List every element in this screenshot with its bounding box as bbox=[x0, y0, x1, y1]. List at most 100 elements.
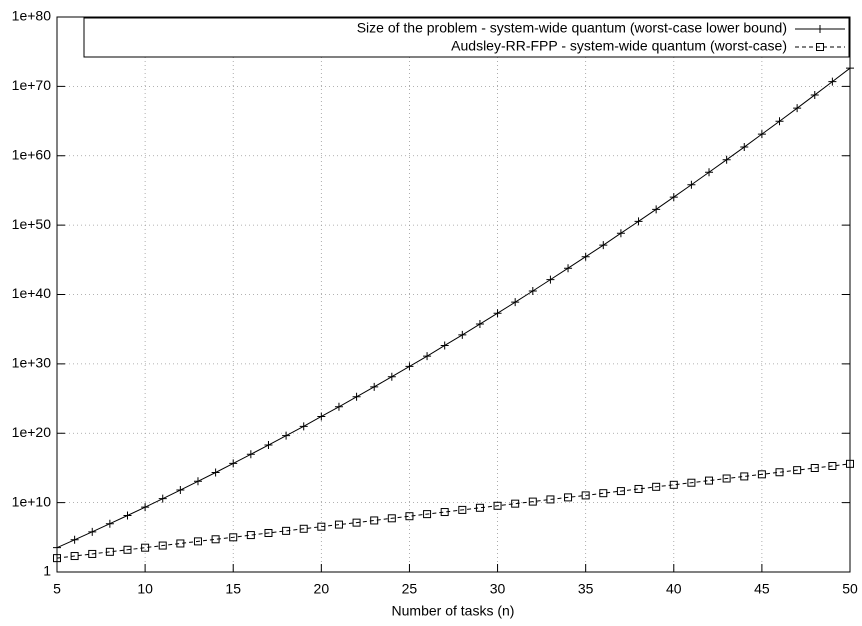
data-point bbox=[528, 286, 537, 295]
data-point bbox=[687, 478, 696, 487]
data-point bbox=[440, 508, 449, 517]
data-point bbox=[246, 450, 255, 459]
data-point bbox=[652, 205, 661, 214]
data-point bbox=[458, 330, 467, 339]
legend-marker bbox=[816, 25, 824, 33]
data-point bbox=[828, 77, 837, 86]
data-point bbox=[423, 510, 432, 519]
data-point bbox=[440, 341, 449, 350]
data-point bbox=[705, 168, 714, 177]
data-point bbox=[282, 431, 291, 440]
data-point bbox=[70, 552, 79, 561]
data-point bbox=[176, 539, 185, 548]
y-tick-label: 1e+60 bbox=[12, 146, 52, 162]
legend-label: Size of the problem - system-wide quantu… bbox=[357, 20, 787, 36]
legend-label: Audsley-RR-FPP - system-wide quantum (wo… bbox=[451, 38, 787, 54]
data-point bbox=[810, 90, 819, 99]
data-point bbox=[229, 533, 238, 542]
data-point bbox=[387, 514, 396, 523]
x-axis-label: Number of tasks (n) bbox=[392, 603, 515, 619]
x-tick-label: 25 bbox=[402, 581, 418, 597]
data-point bbox=[53, 543, 61, 552]
data-point bbox=[669, 193, 678, 202]
data-point bbox=[193, 477, 202, 486]
y-tick-label: 1e+40 bbox=[12, 285, 52, 301]
data-point bbox=[352, 392, 361, 401]
plot-frame bbox=[56, 16, 851, 573]
data-point bbox=[757, 130, 766, 139]
data-point bbox=[564, 493, 573, 502]
data-point bbox=[564, 264, 573, 273]
data-point bbox=[88, 527, 97, 536]
data-point bbox=[352, 518, 361, 527]
x-tick-label: 15 bbox=[225, 581, 241, 597]
data-point bbox=[793, 104, 802, 113]
x-tick-label: 40 bbox=[666, 581, 682, 597]
data-point bbox=[722, 474, 731, 483]
data-point bbox=[405, 512, 414, 521]
series-line bbox=[56, 463, 851, 559]
data-point bbox=[511, 298, 520, 307]
y-tick-label: 1e+30 bbox=[12, 355, 52, 371]
data-point bbox=[105, 547, 114, 556]
data-point bbox=[264, 528, 273, 537]
data-point bbox=[88, 549, 97, 558]
data-point bbox=[793, 466, 802, 475]
data-point bbox=[123, 511, 132, 520]
data-point bbox=[123, 545, 132, 554]
data-point bbox=[211, 535, 220, 544]
data-point bbox=[141, 503, 150, 512]
data-point bbox=[493, 309, 502, 318]
x-tick-label: 50 bbox=[842, 581, 858, 597]
x-tick-label: 45 bbox=[754, 581, 770, 597]
data-point bbox=[846, 64, 854, 73]
data-point bbox=[634, 484, 643, 493]
data-point bbox=[828, 462, 837, 471]
x-tick-label: 10 bbox=[137, 581, 153, 597]
data-point bbox=[616, 229, 625, 238]
x-tick-label: 20 bbox=[314, 581, 330, 597]
data-point bbox=[581, 252, 590, 261]
data-point bbox=[740, 143, 749, 152]
data-point bbox=[652, 482, 661, 491]
data-point bbox=[70, 535, 79, 544]
data-point bbox=[370, 382, 379, 391]
data-point bbox=[846, 459, 854, 468]
data-point bbox=[158, 541, 167, 550]
x-tick-label: 5 bbox=[53, 581, 61, 597]
x-tick-label: 30 bbox=[490, 581, 506, 597]
data-point bbox=[193, 537, 202, 546]
data-point bbox=[282, 526, 291, 535]
data-point bbox=[634, 217, 643, 226]
data-point bbox=[405, 362, 414, 371]
data-point bbox=[317, 522, 326, 531]
y-tick-label: 1e+10 bbox=[12, 493, 52, 509]
data-point bbox=[599, 241, 608, 250]
data-point bbox=[669, 480, 678, 489]
legend-marker bbox=[816, 43, 824, 51]
data-point bbox=[546, 495, 555, 504]
x-tick-label: 35 bbox=[578, 581, 594, 597]
data-point bbox=[229, 459, 238, 468]
data-point bbox=[264, 441, 273, 450]
data-point bbox=[775, 468, 784, 477]
data-point bbox=[475, 320, 484, 329]
data-point bbox=[687, 180, 696, 189]
data-point bbox=[616, 487, 625, 496]
data-point bbox=[458, 505, 467, 514]
data-point bbox=[387, 372, 396, 381]
data-point bbox=[546, 275, 555, 284]
data-point bbox=[810, 463, 819, 472]
y-tick-label: 1e+80 bbox=[12, 8, 52, 24]
y-tick-label: 1e+50 bbox=[12, 216, 52, 232]
data-point bbox=[141, 543, 150, 552]
data-point bbox=[105, 519, 114, 528]
data-point bbox=[475, 503, 484, 512]
data-point bbox=[176, 486, 185, 495]
data-point bbox=[317, 412, 326, 421]
data-point bbox=[246, 531, 255, 540]
series-line bbox=[56, 67, 851, 549]
data-point bbox=[775, 117, 784, 126]
data-point bbox=[740, 472, 749, 481]
